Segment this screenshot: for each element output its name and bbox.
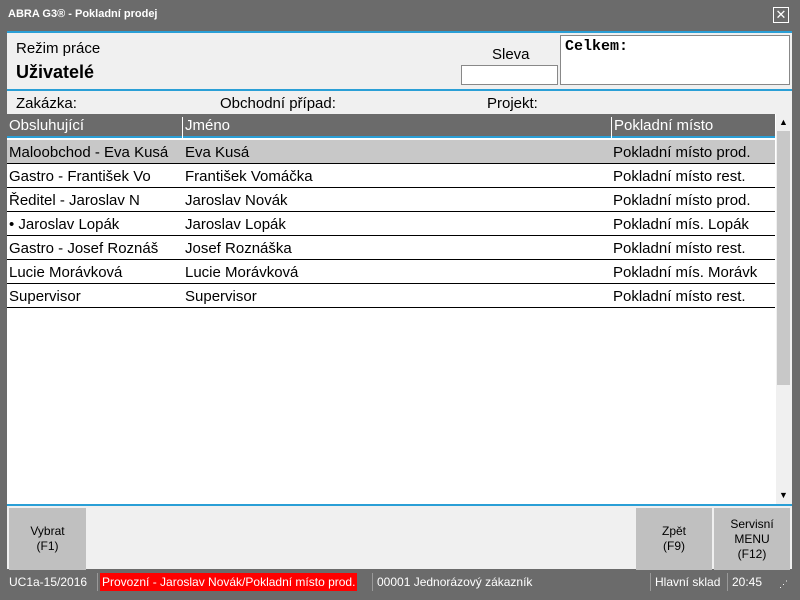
scroll-up-icon[interactable]: ▲ [779, 117, 788, 127]
table-row[interactable]: Gastro - František Vo František Vomáčka Po… [7, 164, 775, 188]
table-cell: Josef Roznáška [185, 240, 292, 257]
status-time: 20:45 [732, 575, 763, 589]
status-warehouse: Hlavní sklad [655, 575, 721, 589]
table-cell: Maloobchod - Eva Kusá [9, 144, 169, 161]
table-cell: Ředitel - Jaroslav N [9, 192, 140, 209]
column-header-jmeno[interactable]: Jméno [182, 117, 230, 138]
vybrat-button[interactable]: Vybrat (F1) [9, 508, 86, 570]
table-row[interactable]: Lucie Morávková Lucie Morávková Pokladní m… [7, 260, 775, 284]
table-cell: Eva Kusá [185, 144, 250, 161]
button-label: MENU [734, 531, 770, 546]
zpet-button[interactable]: Zpět (F9) [636, 508, 712, 570]
table-cell: Pokladní místo rest. [613, 168, 746, 185]
servisni-menu-button[interactable]: Servisní MENU (F12) [714, 508, 790, 570]
table-header: Obsluhující Jméno Pokladní místo [7, 114, 775, 138]
table-cell: Pokladní místo prod. [613, 192, 751, 209]
status-customer: 00001 Jednorázový zákazník [377, 575, 533, 589]
table-cell: Pokladní mís. Lopák [613, 216, 749, 233]
table-cell: Lucie Morávková [9, 264, 123, 281]
status-version: UC1a-15/2016 [9, 575, 88, 589]
table-cell: • Jaroslav Lopák [9, 216, 120, 233]
table-cell: Pokladní místo prod. [613, 144, 751, 161]
close-icon[interactable]: ✕ [773, 7, 789, 23]
status-bar: UC1a-15/2016 Provozní - Jaroslav Novák/P… [7, 571, 792, 593]
status-mode: Provozní - Jaroslav Novák/Pokladní místo… [100, 573, 358, 591]
table-row[interactable]: Supervisor Supervisor Pokladní místo rest. [7, 284, 775, 308]
table-row[interactable]: Ředitel - Jaroslav N Jaroslav Novák Poklad… [7, 188, 775, 212]
table-cell: Supervisor [9, 288, 81, 305]
users-table: Obsluhující Jméno Pokladní místo Maloobc… [7, 114, 792, 506]
mode-value: Uživatelé [16, 62, 95, 82]
resize-grip-icon[interactable]: ⋰ [779, 579, 788, 589]
table-cell: Supervisor [185, 288, 257, 305]
table-cell: Lucie Morávková [185, 264, 299, 281]
celkem-display: Celkem: [560, 35, 790, 85]
column-header-obsluhujici[interactable]: Obsluhující [9, 117, 85, 134]
button-shortcut: (F1) [36, 539, 59, 553]
button-shortcut: (F12) [737, 546, 767, 561]
table-cell: Pokladní místo rest. [613, 240, 746, 257]
table-row[interactable]: • Jaroslav Lopák Jaroslav Lopák Pokladní m… [7, 212, 775, 236]
table-cell: František Vomáčka [185, 168, 313, 185]
table-cell: Jaroslav Novák [185, 192, 288, 209]
table-cell: Pokladní mís. Morávk [613, 264, 758, 281]
button-label: Zpět [661, 524, 686, 538]
context-bar: Zakázka: Obchodní případ: Projekt: [7, 89, 792, 114]
table-row[interactable]: Maloobchod - Eva Kusá Eva Kusá Pokladní mí… [7, 140, 775, 164]
table-cell: Jaroslav Lopák [185, 216, 286, 233]
scroll-down-icon[interactable]: ▼ [779, 490, 788, 500]
mode-label: Režim práce [16, 40, 101, 57]
main-panel: Režim práce Uživatelé Sleva Celkem: Zaká… [7, 31, 792, 570]
sleva-label: Sleva [492, 46, 530, 63]
window-title: ABRA G3® - Pokladní prodej [8, 8, 158, 20]
obchodni-pripad-label: Obchodní případ: [220, 95, 336, 112]
button-label: Servisní [730, 516, 774, 531]
button-label: Vybrat [30, 524, 65, 538]
sleva-input[interactable] [461, 65, 558, 85]
vertical-scrollbar[interactable]: ▲ ▼ [776, 114, 792, 504]
scrollbar-thumb[interactable] [777, 131, 790, 385]
table-cell: Gastro - František Vo [9, 168, 151, 185]
button-shortcut: (F9) [663, 539, 685, 553]
projekt-label: Projekt: [487, 95, 538, 112]
table-cell: Pokladní místo rest. [613, 288, 746, 305]
table-cell: Gastro - Josef Roznáš [9, 240, 159, 257]
table-row[interactable]: Gastro - Josef Roznáš Josef Roznáška Pokla… [7, 236, 775, 260]
column-header-pokladni-misto[interactable]: Pokladní místo [611, 117, 713, 138]
zakazka-label: Zakázka: [16, 95, 77, 112]
